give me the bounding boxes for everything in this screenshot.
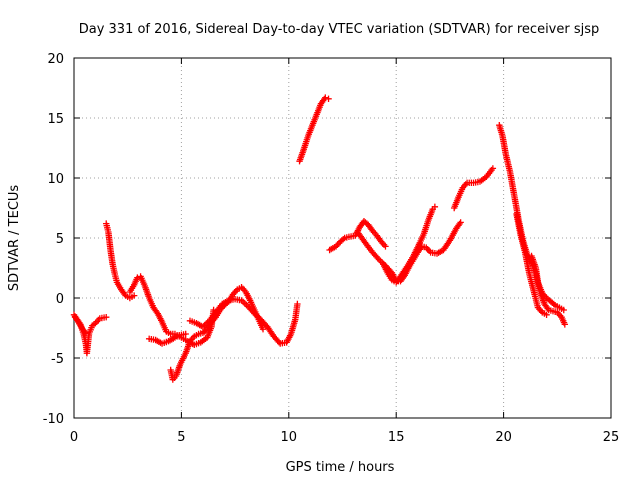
y-tick-label: 20 [47, 52, 64, 67]
data-point [374, 254, 381, 262]
data-point [182, 330, 189, 338]
data-point [431, 203, 439, 210]
y-tick-label: -10 [43, 412, 64, 427]
x-tick-label: 25 [603, 430, 620, 445]
data-point [560, 306, 567, 314]
data-point [561, 321, 569, 328]
data-point [325, 95, 332, 102]
y-tick-label: 5 [56, 232, 64, 247]
data-point [457, 219, 464, 226]
data-point [259, 326, 267, 333]
y-tick-label: 10 [47, 172, 64, 187]
data-points [70, 94, 569, 383]
data-point [543, 311, 550, 318]
x-tick-label: 5 [177, 430, 185, 445]
axis-ticks: 0 5 10 15 20 25 -10 -5 0 5 10 15 20 [43, 52, 620, 445]
data-point [134, 274, 141, 281]
y-tick-label: -5 [51, 352, 64, 367]
x-tick-label: 20 [495, 430, 512, 445]
data-point [340, 236, 347, 243]
data-point [275, 338, 283, 346]
x-tick-label: 0 [70, 430, 78, 445]
x-tick-label: 15 [388, 430, 405, 445]
data-point [322, 94, 329, 101]
x-tick-label: 10 [281, 430, 298, 445]
data-point [550, 300, 557, 308]
chart-title: Day 331 of 2016, Sidereal Day-to-day VTE… [79, 22, 600, 37]
y-tick-label: 15 [47, 112, 64, 127]
data-point [382, 243, 389, 250]
data-point [103, 314, 110, 321]
x-axis-label: GPS time / hours [286, 460, 395, 475]
y-axis-label: SDTVAR / TECUs [7, 185, 22, 292]
data-point [294, 300, 301, 308]
data-point [130, 292, 138, 299]
data-point [82, 329, 90, 336]
data-point [489, 165, 497, 172]
y-tick-label: 0 [56, 292, 64, 307]
data-point [249, 308, 257, 316]
